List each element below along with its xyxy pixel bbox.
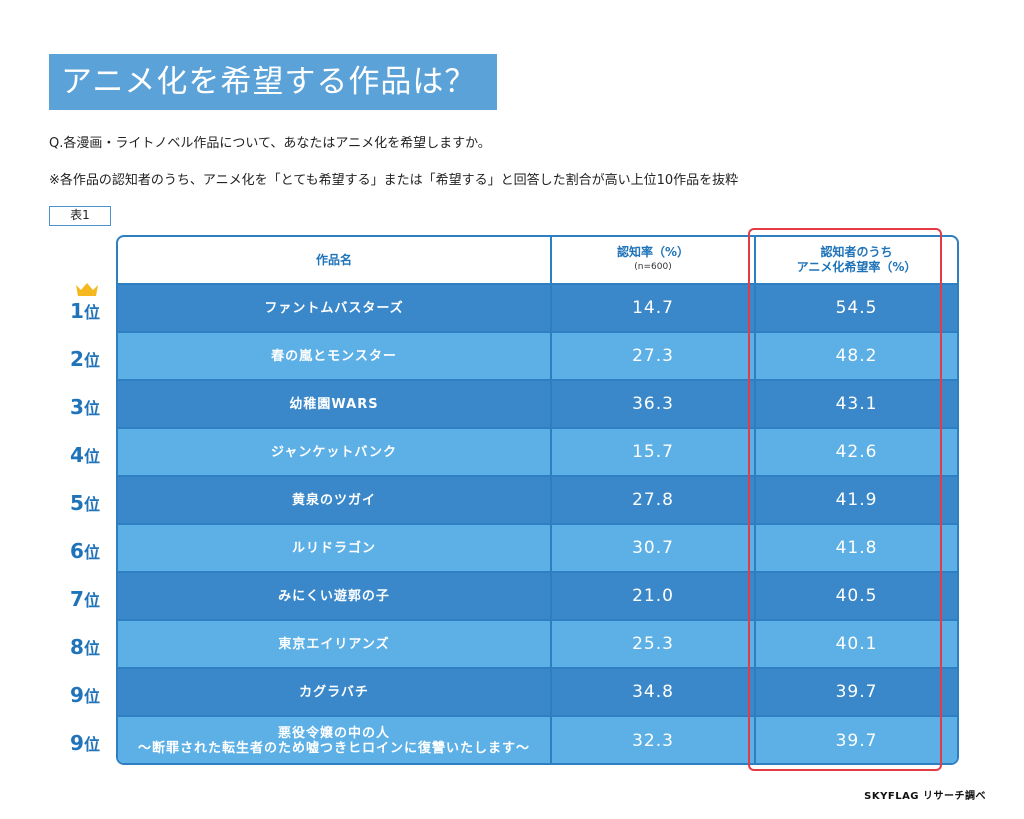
header-awareness: 認知率（%） (n=600) — [550, 237, 754, 283]
rank-suffix: 位 — [83, 639, 100, 658]
rank-suffix: 位 — [83, 495, 100, 514]
table-row: 悪役令嬢の中の人 ～断罪された転生者のため嘘つきヒロインに復讐いたします～ 32.3… — [118, 717, 957, 763]
rank-label: 5位 — [64, 491, 106, 515]
desire-cell: 41.9 — [754, 477, 957, 523]
title-text: ルリドラゴン — [291, 540, 376, 556]
survey-note: ※各作品の認知者のうち、アニメ化を「とても希望する」または「希望する」と回答した… — [49, 173, 739, 188]
table-row: ルリドラゴン 30.7 41.8 — [118, 525, 957, 573]
awareness-cell: 27.3 — [550, 333, 754, 379]
rank-suffix: 位 — [83, 399, 100, 418]
rank-label: 8位 — [64, 635, 106, 659]
title-text: 幼稚園WARS — [289, 396, 379, 412]
desire-cell: 43.1 — [754, 381, 957, 427]
table-row: 幼稚園WARS 36.3 43.1 — [118, 381, 957, 429]
source-credit: SKYFLAG リサーチ調べ — [864, 791, 986, 802]
title-cell: ファントムバスターズ — [118, 285, 550, 331]
rank-number: 9 — [70, 683, 84, 707]
header-awareness-sample: (n=600) — [634, 262, 672, 272]
ranking-table: 作品名 認知率（%） (n=600) 認知者のうち アニメ化希望率（%） ファン… — [116, 235, 959, 765]
table-row: カグラバチ 34.8 39.7 — [118, 669, 957, 717]
survey-question: Q.各漫画・ライトノベル作品について、あなたはアニメ化を希望しますか。 — [49, 136, 491, 151]
header-desire-line2: アニメ化希望率（%） — [796, 260, 917, 274]
rank-number: 1 — [70, 299, 84, 323]
awareness-cell: 32.3 — [550, 717, 754, 763]
rank-label: 6位 — [64, 539, 106, 563]
table-row: 黄泉のツガイ 27.8 41.9 — [118, 477, 957, 525]
rank-number: 4 — [70, 443, 84, 467]
desire-cell: 41.8 — [754, 525, 957, 571]
header-title-label: 作品名 — [315, 252, 352, 267]
rank-suffix: 位 — [83, 447, 100, 466]
title-cell: 幼稚園WARS — [118, 381, 550, 427]
title-text: みにくい遊郭の子 — [278, 588, 390, 604]
rank-suffix: 位 — [83, 591, 100, 610]
awareness-cell: 14.7 — [550, 285, 754, 331]
desire-cell: 40.5 — [754, 573, 957, 619]
title-cell: 春の嵐とモンスター — [118, 333, 550, 379]
table-label: 表1 — [49, 206, 111, 226]
rank-suffix: 位 — [83, 351, 100, 370]
awareness-cell: 15.7 — [550, 429, 754, 475]
title-text: 悪役令嬢の中の人 — [277, 726, 390, 741]
rank-label: 9位 — [64, 731, 106, 755]
desire-cell: 48.2 — [754, 333, 957, 379]
rank-number: 2 — [70, 347, 84, 371]
title-text: カグラバチ — [299, 684, 369, 700]
title-cell: ルリドラゴン — [118, 525, 550, 571]
rank-suffix: 位 — [83, 303, 100, 322]
header-awareness-label: 認知率（%） — [616, 245, 690, 259]
crown-icon — [76, 283, 98, 296]
table-row: 春の嵐とモンスター 27.3 48.2 — [118, 333, 957, 381]
table-row: 東京エイリアンズ 25.3 40.1 — [118, 621, 957, 669]
table-row: ファントムバスターズ 14.7 54.5 — [118, 285, 957, 333]
title-cell: みにくい遊郭の子 — [118, 573, 550, 619]
table-body: ファントムバスターズ 14.7 54.5 春の嵐とモンスター 27.3 48.2 幼稚園WA… — [118, 285, 957, 763]
title-subtitle: ～断罪された転生者のため嘘つきヒロインに復讐いたします～ — [137, 741, 530, 756]
header-title: 作品名 — [118, 237, 550, 283]
awareness-cell: 25.3 — [550, 621, 754, 667]
rank-number: 9 — [70, 731, 84, 755]
desire-cell: 42.6 — [754, 429, 957, 475]
title-cell: 黄泉のツガイ — [118, 477, 550, 523]
rank-label: 7位 — [64, 587, 106, 611]
rank-label: 3位 — [64, 395, 106, 419]
awareness-cell: 27.8 — [550, 477, 754, 523]
title-text: 東京エイリアンズ — [278, 636, 390, 652]
rank-number: 5 — [70, 491, 84, 515]
table-row: みにくい遊郭の子 21.0 40.5 — [118, 573, 957, 621]
title-cell: カグラバチ — [118, 669, 550, 715]
rank-number: 7 — [70, 587, 84, 611]
title-text: 黄泉のツガイ — [291, 492, 376, 508]
awareness-cell: 30.7 — [550, 525, 754, 571]
rank-number: 6 — [70, 539, 84, 563]
awareness-cell: 36.3 — [550, 381, 754, 427]
rank-label: 2位 — [64, 347, 106, 371]
awareness-cell: 21.0 — [550, 573, 754, 619]
desire-cell: 39.7 — [754, 669, 957, 715]
header-desire: 認知者のうち アニメ化希望率（%） — [754, 237, 957, 283]
title-text: ファントムバスターズ — [264, 300, 404, 316]
table-header: 作品名 認知率（%） (n=600) 認知者のうち アニメ化希望率（%） — [118, 237, 957, 285]
title-cell: 悪役令嬢の中の人 ～断罪された転生者のため嘘つきヒロインに復讐いたします～ — [118, 717, 550, 763]
desire-cell: 39.7 — [754, 717, 957, 763]
rank-label: 9位 — [64, 683, 106, 707]
rank-number: 3 — [70, 395, 84, 419]
header-desire-line1: 認知者のうち — [820, 245, 893, 259]
rank-label: 1位 — [64, 299, 106, 323]
rank-suffix: 位 — [83, 543, 100, 562]
desire-cell: 40.1 — [754, 621, 957, 667]
title-text: ジャンケットバンク — [270, 444, 397, 460]
rank-suffix: 位 — [83, 687, 100, 706]
title-text: 春の嵐とモンスター — [271, 348, 397, 364]
table-row: ジャンケットバンク 15.7 42.6 — [118, 429, 957, 477]
page-title: アニメ化を希望する作品は？ — [49, 54, 497, 110]
title-cell: ジャンケットバンク — [118, 429, 550, 475]
title-cell: 東京エイリアンズ — [118, 621, 550, 667]
rank-number: 8 — [70, 635, 84, 659]
rank-label: 4位 — [64, 443, 106, 467]
desire-cell: 54.5 — [754, 285, 957, 331]
awareness-cell: 34.8 — [550, 669, 754, 715]
rank-suffix: 位 — [83, 735, 100, 754]
